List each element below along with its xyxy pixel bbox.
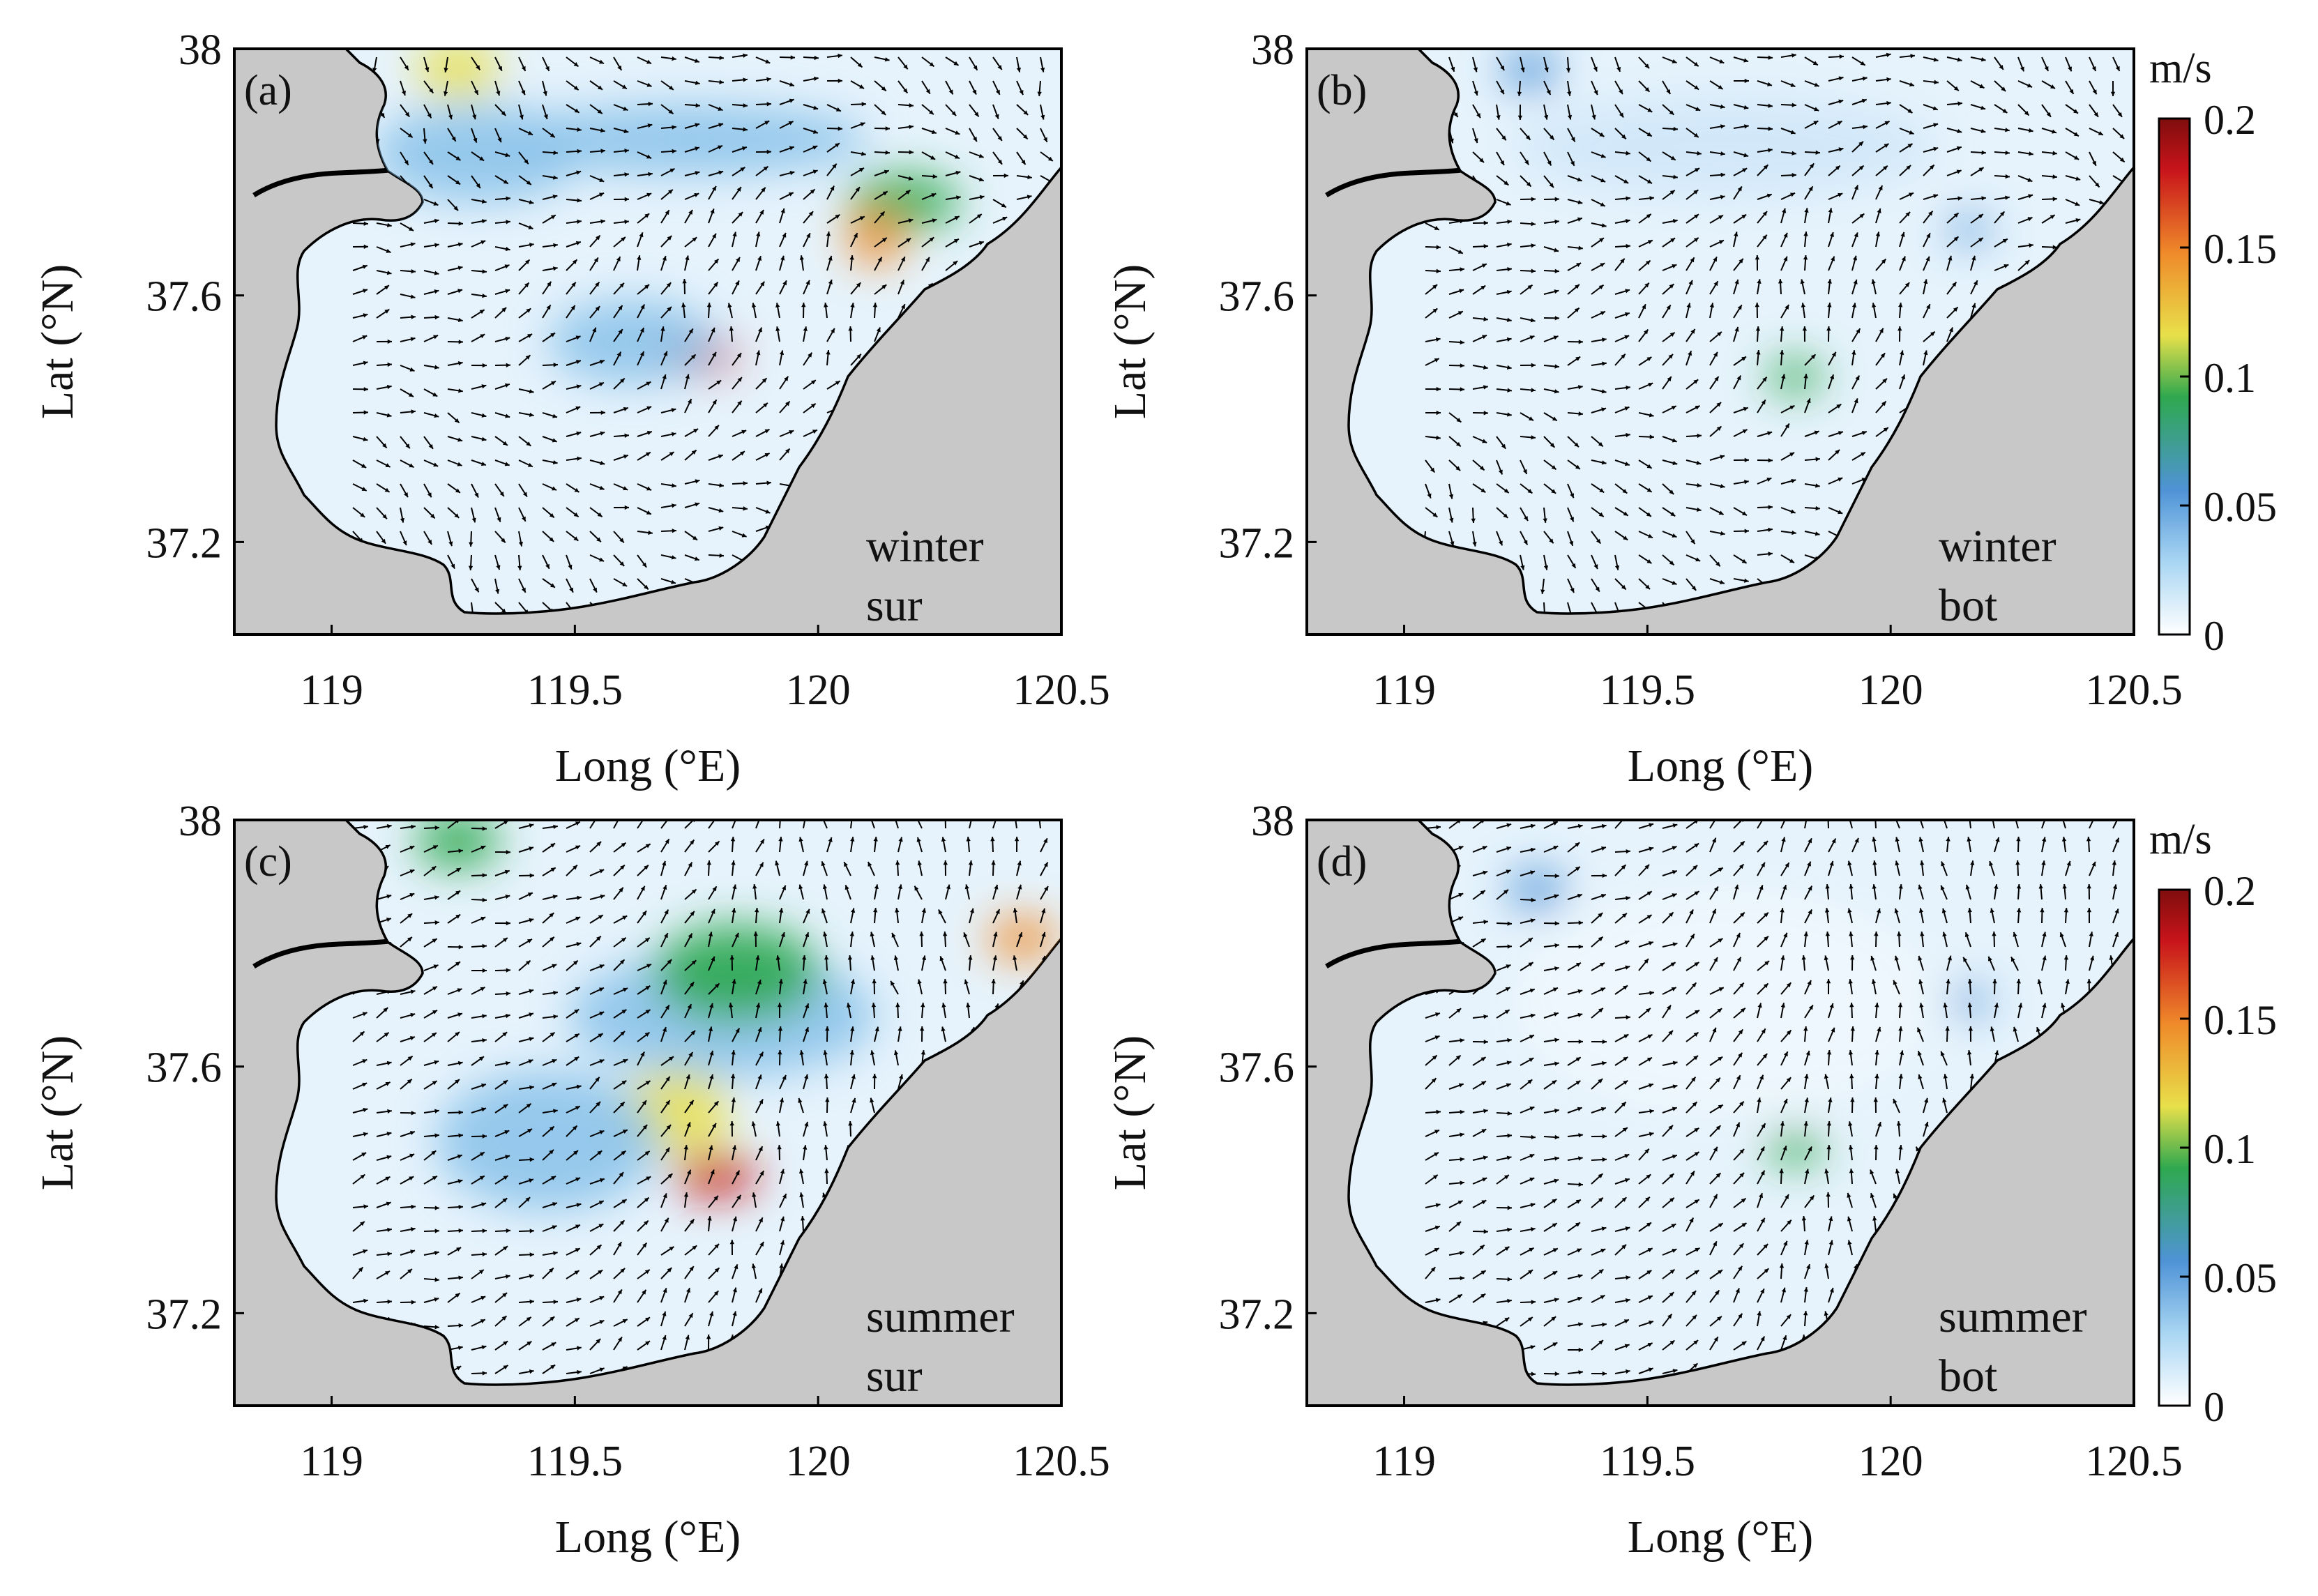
velocity-arrow-head xyxy=(402,635,407,640)
velocity-arrow-head xyxy=(469,637,474,641)
speed-patch xyxy=(1767,359,1823,394)
speed-patch xyxy=(987,918,1057,959)
velocity-arrow-head xyxy=(970,814,974,819)
velocity-arrow-head xyxy=(893,814,897,819)
velocity-arrow-head xyxy=(545,636,549,641)
speed-patch xyxy=(548,300,715,383)
velocity-arrow-head xyxy=(1016,637,1020,641)
velocity-arrow-head xyxy=(1498,636,1502,641)
velocity-arrow-head xyxy=(1520,637,1524,641)
velocity-arrow-head xyxy=(758,814,762,819)
velocity-arrow-head xyxy=(423,637,427,641)
velocity-arrow-head xyxy=(1805,813,1809,818)
speed-patch xyxy=(506,105,869,174)
velocity-arrow-head xyxy=(1873,813,1877,817)
velocity-arrow-head xyxy=(1918,814,1922,819)
velocity-arrow-head xyxy=(1013,813,1017,818)
velocity-arrow-head xyxy=(1037,813,1041,818)
velocity-arrow-head xyxy=(1784,814,1788,819)
velocity-arrow-head xyxy=(1990,813,1994,818)
velocity-arrow-head xyxy=(2013,814,2017,819)
velocity-arrow-head xyxy=(2089,637,2093,641)
velocity-arrow-head xyxy=(850,813,854,818)
velocity-arrow-head xyxy=(1967,813,1971,818)
velocity-arrow-head xyxy=(1447,637,1451,641)
speed-patch xyxy=(1767,1130,1823,1165)
velocity-arrow-head xyxy=(869,814,873,819)
velocity-arrow-head xyxy=(2060,814,2064,819)
velocity-arrow-head xyxy=(734,814,738,819)
speed-patch xyxy=(437,1071,660,1210)
velocity-arrow-head xyxy=(1038,637,1043,641)
speed-patch xyxy=(1948,987,1990,1015)
velocity-arrow-head xyxy=(803,813,808,818)
velocity-arrow-head xyxy=(1893,814,1897,819)
velocity-arrow-head xyxy=(1826,813,1830,817)
velocity-arrow-head xyxy=(821,814,825,819)
velocity-arrow-head xyxy=(943,813,947,817)
speed-patch xyxy=(674,1155,757,1196)
velocity-arrow-head xyxy=(994,636,999,641)
velocity-arrow-head xyxy=(2043,814,2047,819)
velocity-arrow-head xyxy=(519,637,523,641)
velocity-arrow-head xyxy=(1543,637,1547,641)
velocity-arrow-head xyxy=(2115,635,2119,640)
velocity-arrow-head xyxy=(994,814,999,819)
velocity-arrow-head xyxy=(1570,635,1574,640)
speed-patch xyxy=(1502,49,1558,91)
velocity-arrow-head xyxy=(1473,637,1477,641)
velocity-arrow-head xyxy=(1941,814,1946,819)
velocity-arrow-head xyxy=(1847,814,1851,819)
velocity-arrow-head xyxy=(778,813,782,817)
velocity-arrow-head xyxy=(1424,637,1428,641)
